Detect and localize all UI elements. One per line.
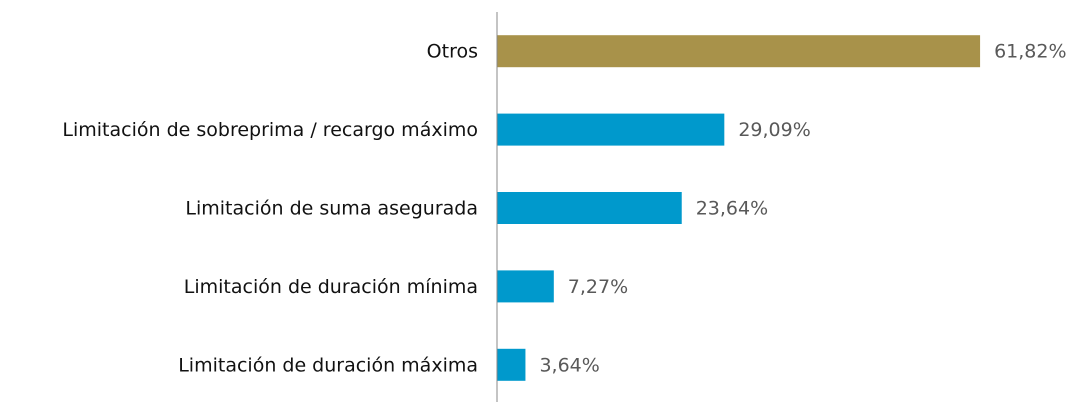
- value-label: 3,64%: [539, 354, 599, 376]
- category-label: Limitación de suma asegurada: [185, 198, 478, 220]
- bar: [497, 192, 682, 224]
- category-label: Limitación de sobreprima / recargo máxim…: [62, 119, 478, 141]
- value-label: 7,27%: [568, 276, 628, 298]
- value-label: 61,82%: [994, 41, 1066, 63]
- value-label: 23,64%: [696, 198, 768, 220]
- category-label: Limitación de duración mínima: [184, 276, 478, 298]
- category-label: Otros: [427, 41, 478, 63]
- category-label: Limitación de duración máxima: [178, 354, 478, 376]
- bar: [497, 348, 526, 381]
- bar: [497, 35, 981, 68]
- bar: [497, 270, 554, 303]
- value-label: 29,09%: [738, 119, 810, 141]
- bar: [497, 113, 725, 146]
